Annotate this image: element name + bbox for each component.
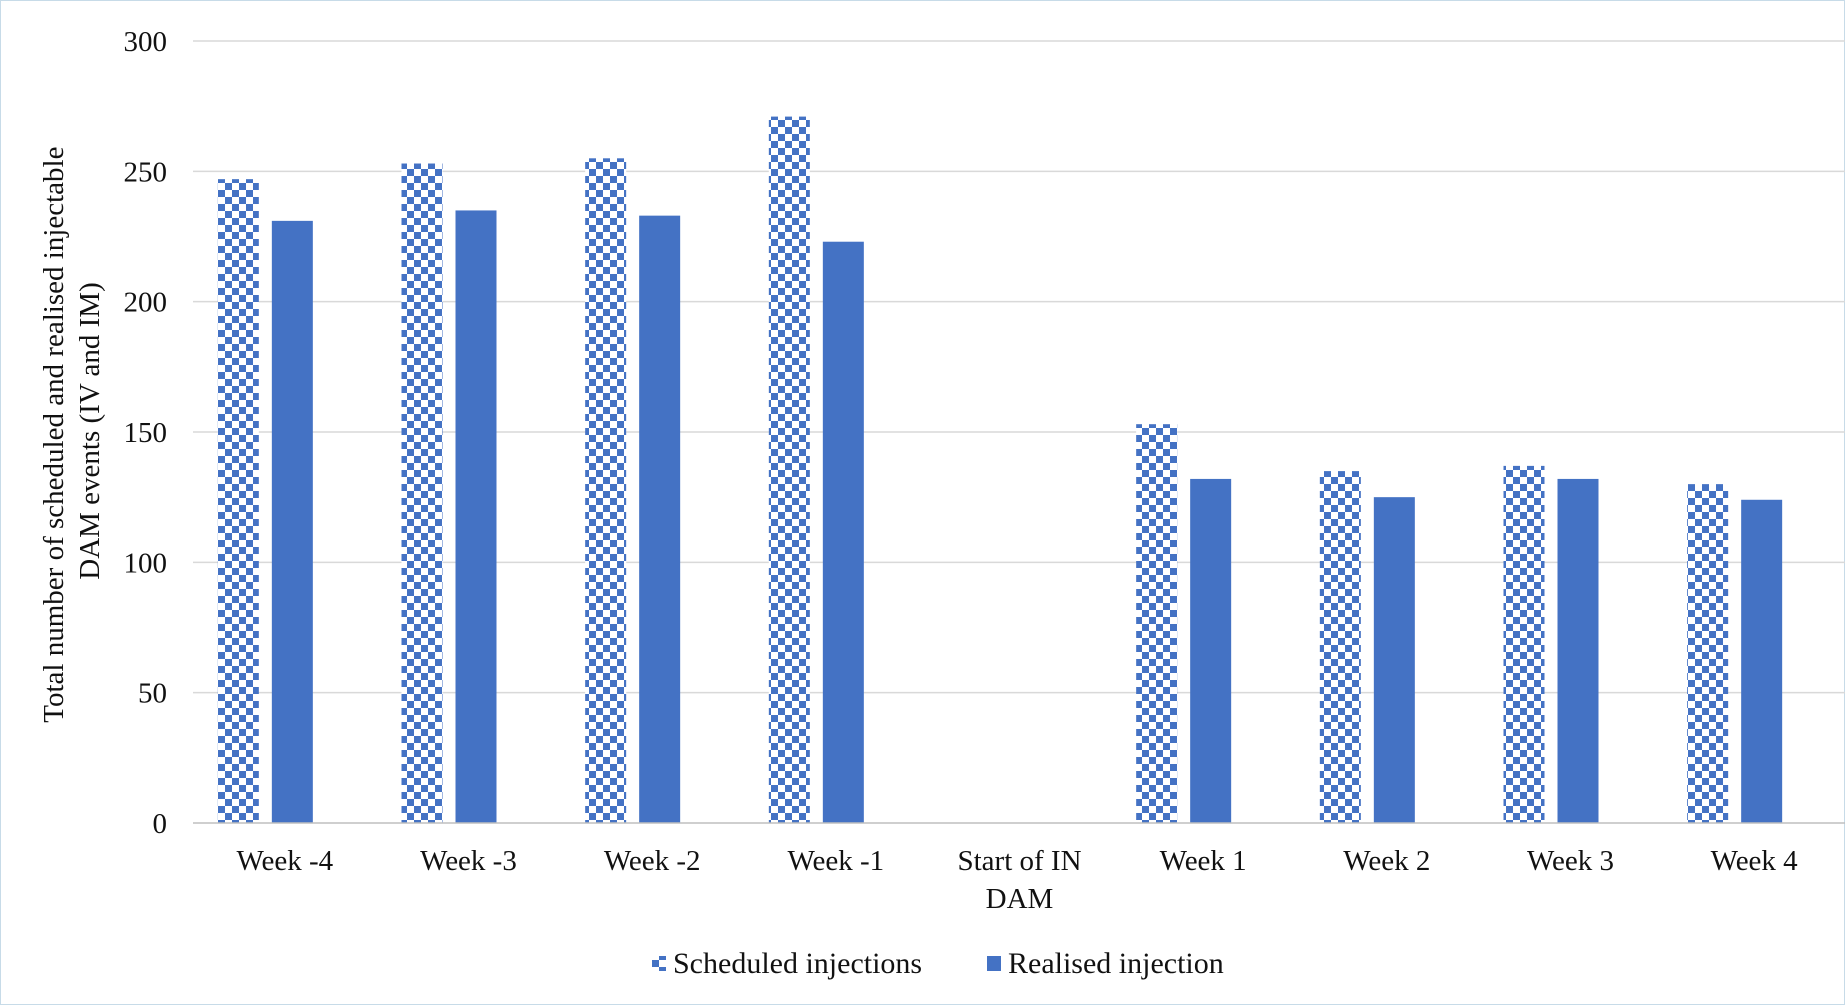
bar-realised (271, 220, 313, 824)
x-tick-label: Week 1 (1160, 845, 1247, 877)
bars (217, 116, 1783, 824)
y-tick-label: 250 (124, 156, 168, 188)
bar-scheduled (1319, 471, 1361, 823)
bar-scheduled (1503, 465, 1545, 823)
y-axis-title: Total number of scheduled and realised i… (38, 139, 106, 722)
y-axis-title-line-1: Total number of scheduled and realised i… (38, 147, 70, 723)
bar-realised (1190, 478, 1232, 823)
y-tick-label: 0 (153, 808, 168, 840)
y-tick-label: 300 (124, 26, 168, 58)
legend-swatch-scheduled (652, 956, 666, 971)
legend-label-realised: Realised injection (1008, 947, 1224, 980)
legend: Scheduled injections Realised injection (652, 947, 1224, 980)
bar-realised (455, 210, 497, 823)
legend-item-scheduled: Scheduled injections (652, 947, 922, 980)
x-tick-label: Week -1 (787, 845, 884, 877)
y-axis-ticks: 0 50 100 150 200 250 300 (124, 26, 168, 840)
bar-scheduled (585, 158, 627, 824)
x-tick-label: Week -4 (236, 845, 333, 877)
bar-scheduled (1136, 424, 1178, 823)
x-tick-label: Week -2 (604, 845, 701, 877)
legend-label-scheduled: Scheduled injections (673, 947, 922, 980)
y-tick-label: 200 (124, 287, 168, 319)
x-axis-ticks: Week -4 Week -3 Week -2 Week -1 Start of IN D… (236, 845, 1798, 915)
legend-item-realised: Realised injection (987, 947, 1224, 980)
bar-realised (639, 215, 681, 823)
legend-swatch-realised (987, 956, 1001, 971)
y-tick-label: 50 (138, 678, 167, 710)
y-tick-label: 150 (124, 417, 168, 449)
bar-scheduled (768, 116, 810, 824)
bar-realised (1741, 499, 1783, 823)
bar-scheduled (1687, 484, 1729, 823)
y-axis-title-line-2: DAM events (IV and IM) (74, 282, 106, 579)
bar-scheduled (401, 163, 443, 824)
bar-realised (822, 241, 864, 824)
x-tick-label: Week 3 (1527, 845, 1614, 877)
x-tick-label: Week 4 (1711, 845, 1799, 877)
bar-realised (1557, 478, 1599, 823)
y-tick-label: 100 (124, 547, 168, 579)
bar-scheduled (217, 179, 259, 824)
x-tick-label: Week -3 (420, 845, 517, 877)
x-tick-label: Start of IN DAM (957, 845, 1081, 915)
bar-realised (1373, 497, 1415, 823)
x-tick-label: Week 2 (1343, 845, 1430, 877)
